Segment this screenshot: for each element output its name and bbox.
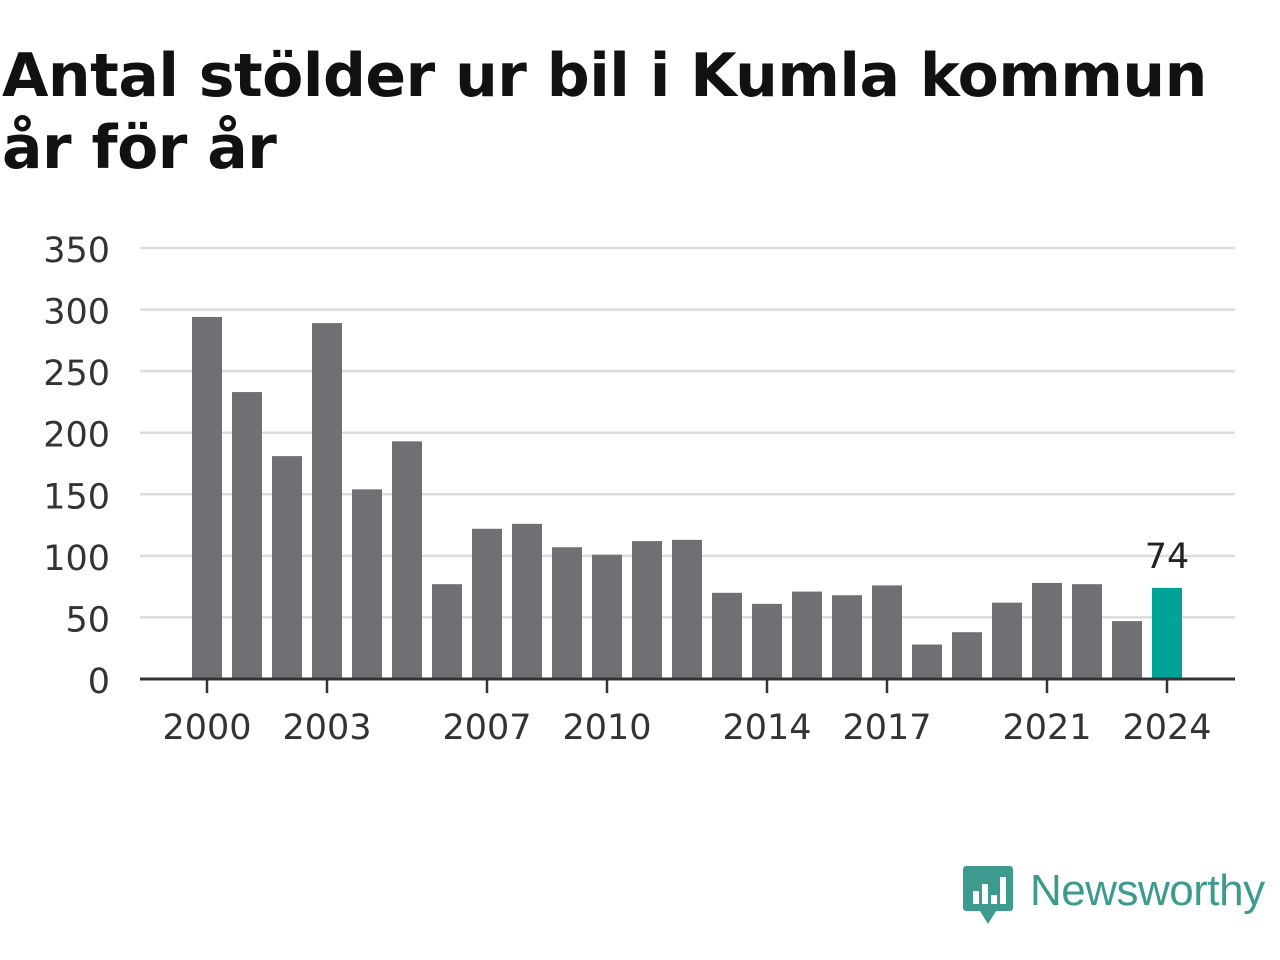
y-tick-label: 350 (43, 231, 110, 271)
x-tick-label: 2021 (1002, 708, 1091, 748)
x-tick-label: 2007 (442, 708, 531, 748)
bar-2004 (352, 489, 382, 679)
bar-2002 (272, 456, 302, 679)
bar-2013 (712, 592, 742, 679)
bar-2001 (232, 392, 262, 679)
x-axis (140, 677, 1235, 693)
y-tick-label: 100 (43, 539, 110, 579)
y-axis-labels: 0 50 100 150 200 250 300 350 (43, 231, 110, 702)
bar-2014 (752, 603, 782, 679)
bar-2009 (552, 547, 582, 679)
x-tick-label: 2000 (162, 708, 251, 748)
y-tick-label: 200 (43, 416, 110, 456)
x-tick-label: 2017 (842, 708, 931, 748)
bar-2010 (592, 554, 622, 679)
bar-chart-speech-bubble-icon (963, 866, 1013, 924)
y-tick-label: 50 (65, 600, 110, 640)
bars (192, 316, 1182, 679)
bar-2020 (992, 602, 1022, 679)
brand-name: Newsworthy (1030, 866, 1265, 915)
y-tick-label: 0 (88, 662, 110, 702)
x-tick-label: 2014 (722, 708, 811, 748)
bar-2012 (672, 539, 702, 679)
x-tick-label: 2024 (1122, 708, 1211, 748)
bar-2008 (512, 523, 542, 679)
bar-2000 (192, 316, 222, 679)
bar-2018 (912, 644, 942, 679)
x-tick-label: 2010 (562, 708, 651, 748)
bar-2024 (1152, 587, 1182, 679)
x-tick-label: 2003 (282, 708, 371, 748)
y-tick-label: 250 (43, 354, 110, 394)
bar-2011 (632, 541, 662, 679)
bar-2016 (832, 595, 862, 679)
chart-title: Antal stölder ur bil i Kumla kommun år f… (2, 41, 1207, 183)
bar-2007 (472, 528, 502, 679)
y-tick-label: 150 (43, 477, 110, 517)
annotations: 74 (1145, 537, 1190, 577)
brand-logo: Newsworthy (962, 862, 1265, 928)
bar-2003 (312, 323, 342, 679)
bar-2022 (1072, 584, 1102, 679)
bar-2019 (952, 632, 982, 679)
bar-2005 (392, 441, 422, 679)
bar-2017 (872, 585, 902, 679)
bar-2023 (1112, 621, 1142, 679)
y-tick-label: 300 (43, 293, 110, 333)
bar-2015 (792, 591, 822, 679)
x-axis-labels: 2000 2003 2007 2010 2014 2017 2021 2024 (162, 708, 1211, 748)
bar-2006 (432, 584, 462, 679)
bar-2021 (1032, 582, 1062, 679)
data-label-2024: 74 (1145, 537, 1190, 577)
